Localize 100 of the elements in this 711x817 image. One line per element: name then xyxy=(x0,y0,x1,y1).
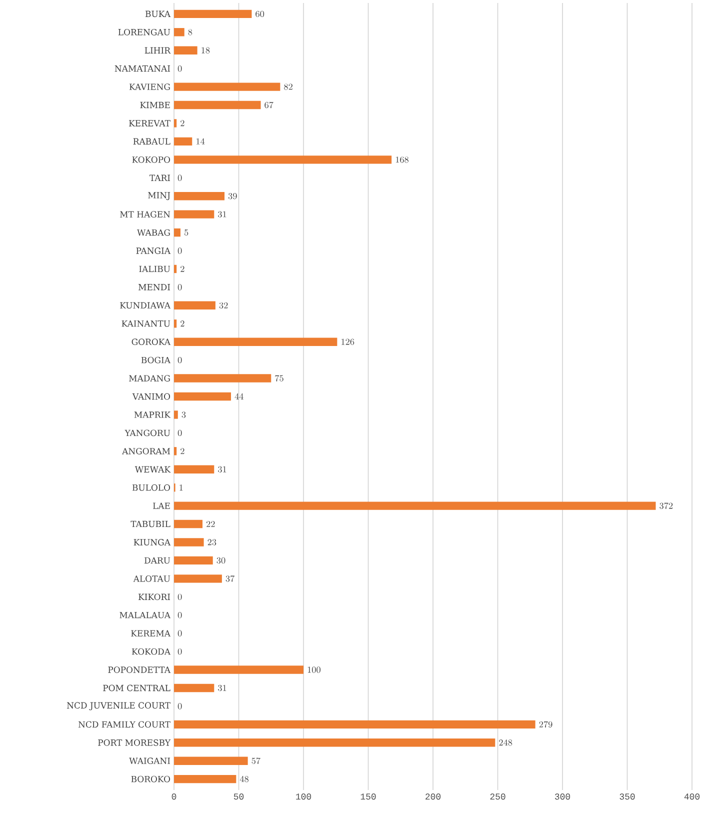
y-tick-label: MENDI xyxy=(138,284,170,290)
data-label: 57 xyxy=(252,758,260,764)
bar xyxy=(174,264,177,274)
y-tick-label: IALIBU xyxy=(139,266,170,272)
y-tick-label: KOKOPO xyxy=(132,156,170,163)
bar xyxy=(174,338,338,346)
y-tick-label: YANGORU xyxy=(124,430,170,436)
x-tick-label: 50 xyxy=(234,794,244,800)
data-label: 0 xyxy=(178,612,182,618)
data-label: 0 xyxy=(178,66,182,72)
y-tick-label: KAVIENG xyxy=(129,84,170,90)
data-label: 30 xyxy=(216,557,226,564)
data-label: 0 xyxy=(178,356,182,364)
data-label: 31 xyxy=(218,684,226,692)
bar xyxy=(174,119,177,128)
x-tick-label: 300 xyxy=(554,794,570,800)
y-tick-label: LIHIR xyxy=(144,47,171,54)
bar xyxy=(174,46,198,54)
y-tick-label: TARI xyxy=(150,174,170,181)
bar xyxy=(174,738,496,747)
bar xyxy=(174,574,222,583)
data-label: 168 xyxy=(396,156,408,163)
data-label: 67 xyxy=(264,102,274,108)
data-label: 8 xyxy=(188,29,192,36)
bar xyxy=(174,538,204,546)
data-label: 31 xyxy=(218,466,226,472)
y-tick-label: KIKORI xyxy=(138,594,170,600)
y-tick-label: ALOTAU xyxy=(133,575,170,582)
x-tick-label: 200 xyxy=(426,794,441,800)
data-label: 82 xyxy=(284,84,292,90)
data-label: 0 xyxy=(178,703,182,710)
y-tick-label: NAMATANAI xyxy=(114,65,170,72)
y-tick-label: MT HAGEN xyxy=(120,211,170,218)
data-label: 60 xyxy=(256,10,264,18)
data-label: 32 xyxy=(219,302,228,308)
bar xyxy=(174,301,216,310)
y-tick-label: KIMBE xyxy=(140,102,170,108)
y-tick-label: NCD FAMILY COURT xyxy=(78,721,170,728)
y-tick-label: KIUNGA xyxy=(134,539,171,546)
data-label: 2 xyxy=(180,266,184,272)
data-label: 0 xyxy=(178,594,182,600)
data-label: 3 xyxy=(182,412,186,418)
data-label: 75 xyxy=(275,375,284,382)
y-tick-label: NCD JUVENILE COURT xyxy=(67,702,170,710)
bar xyxy=(174,774,236,784)
y-tick-label: KUNDIAWA xyxy=(120,302,171,309)
data-label: 18 xyxy=(202,47,210,54)
bar xyxy=(174,137,192,146)
data-label: 0 xyxy=(178,248,182,254)
bar xyxy=(174,465,214,474)
bar xyxy=(174,684,214,692)
y-tick-label: KEREVAT xyxy=(129,120,170,126)
y-tick-label: KOKODA xyxy=(132,648,171,655)
bar xyxy=(174,666,304,674)
x-tick-label: 100 xyxy=(296,794,312,800)
data-label: 2 xyxy=(180,448,184,454)
data-label: 279 xyxy=(539,721,552,728)
bar xyxy=(174,556,213,565)
y-tick-label: BOROKO xyxy=(131,776,170,782)
data-label: 5 xyxy=(184,229,188,236)
bar xyxy=(174,447,177,456)
data-label: 14 xyxy=(196,138,205,144)
bar xyxy=(174,320,177,328)
bar xyxy=(174,392,231,401)
y-tick-label: POM CENTRAL xyxy=(103,684,170,692)
data-label: 0 xyxy=(178,174,182,181)
bar xyxy=(174,756,248,765)
bar xyxy=(174,192,225,200)
data-label: 0 xyxy=(178,630,182,636)
bar xyxy=(174,720,536,729)
data-label: 372 xyxy=(660,502,673,509)
data-label: 2 xyxy=(180,320,184,327)
y-tick-label: BOGIA xyxy=(141,356,171,364)
y-tick-label: RABAUL xyxy=(133,138,170,145)
bar xyxy=(174,28,184,36)
y-tick-label: POPONDETTA xyxy=(108,666,171,673)
y-tick-label: MINJ xyxy=(148,192,170,200)
data-label: 2 xyxy=(180,120,184,126)
x-tick-label: 400 xyxy=(684,794,700,800)
y-tick-label: PORT MORESBY xyxy=(98,739,171,746)
bar xyxy=(174,100,261,110)
bar xyxy=(174,156,392,164)
x-tick-label: 350 xyxy=(620,794,635,800)
y-tick-label: KAINANTU xyxy=(122,320,170,327)
data-label: 1 xyxy=(180,484,183,490)
y-tick-label: WEWAK xyxy=(134,466,171,472)
data-label: 0 xyxy=(178,648,182,655)
y-tick-label: LAE xyxy=(153,502,170,509)
data-label: 48 xyxy=(240,776,248,782)
y-tick-label: DARU xyxy=(144,557,170,564)
y-tick-label: BULOLO xyxy=(132,484,170,491)
y-tick-label: KEREMA xyxy=(131,630,171,636)
bar xyxy=(174,82,280,91)
bar xyxy=(174,502,656,510)
bar xyxy=(174,374,272,382)
data-label: 39 xyxy=(228,193,237,200)
y-tick-label: WAIGANI xyxy=(129,758,170,764)
data-label: 23 xyxy=(208,539,216,546)
data-label: 31 xyxy=(218,211,226,218)
data-label: 44 xyxy=(234,393,244,400)
